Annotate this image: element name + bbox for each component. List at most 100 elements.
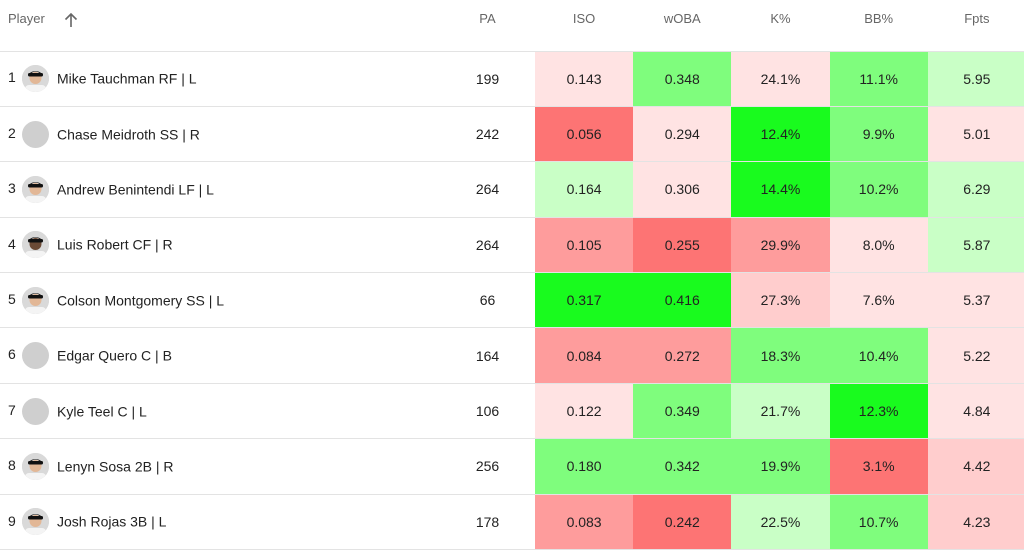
pa-cell: 264 (440, 217, 535, 274)
rank-number: 7 (8, 401, 16, 418)
pa-cell: 256 (440, 438, 535, 495)
player-cell[interactable]: 8 Lenyn Sosa 2B | R (0, 438, 440, 495)
bb-cell: 3.1% (829, 438, 928, 495)
fpts-cell: 5.95 (927, 51, 1024, 107)
iso-cell: 0.084 (535, 327, 634, 384)
woba-cell: 0.349 (633, 383, 732, 440)
player-cell[interactable]: 1 Mike Tauchman RF | L (0, 51, 440, 107)
iso-cell: 0.317 (535, 272, 634, 329)
player-headshot-icon (22, 231, 49, 259)
bb-cell: 12.3% (829, 383, 928, 440)
k-cell: 22.5% (731, 494, 830, 550)
player-cell[interactable]: 5 Colson Montgomery SS | L (0, 272, 440, 329)
rank-number: 2 (8, 124, 16, 141)
pa-cell: 66 (440, 272, 535, 329)
k-cell: 18.3% (731, 327, 830, 384)
player-name[interactable]: Luis Robert CF | R (57, 236, 173, 253)
column-header-pa[interactable]: PA (440, 0, 535, 52)
player-cell[interactable]: 7 Kyle Teel C | L (0, 383, 440, 440)
iso-cell: 0.164 (535, 161, 634, 218)
column-header-iso[interactable]: ISO (535, 0, 634, 52)
table-row[interactable]: 2 Chase Meidroth SS | R 242 0.056 0.294 12.4%… (0, 106, 1024, 163)
fpts-cell: 5.01 (927, 106, 1024, 163)
woba-cell: 0.348 (633, 51, 732, 107)
player-cell[interactable]: 4 Luis Robert CF | R (0, 217, 440, 274)
column-header-bb[interactable]: BB% (829, 0, 928, 52)
bb-cell: 9.9% (829, 106, 928, 163)
bb-cell: 10.7% (829, 494, 928, 550)
player-name[interactable]: Andrew Benintendi LF | L (57, 181, 214, 198)
iso-cell: 0.180 (535, 438, 634, 495)
player-cell[interactable]: 3 Andrew Benintendi LF | L (0, 161, 440, 218)
column-header-player[interactable]: Player (0, 0, 440, 52)
pa-cell: 164 (440, 327, 535, 384)
rank-number: 5 (8, 290, 16, 307)
k-cell: 21.7% (731, 383, 830, 440)
fpts-cell: 4.84 (927, 383, 1024, 440)
player-cell[interactable]: 9 Josh Rojas 3B | L (0, 494, 440, 550)
column-header-woba[interactable]: wOBA (633, 0, 732, 52)
player-cell[interactable]: 2 Chase Meidroth SS | R (0, 106, 440, 163)
pa-cell: 264 (440, 161, 535, 218)
player-name[interactable]: Chase Meidroth SS | R (57, 126, 200, 143)
k-cell: 24.1% (731, 51, 830, 107)
fpts-cell: 4.42 (927, 438, 1024, 495)
table-row[interactable]: 3 Andrew Benintendi LF | L 264 0.164 0.306 14… (0, 161, 1024, 218)
woba-cell: 0.306 (633, 161, 732, 218)
table-row[interactable]: 1 Mike Tauchman RF | L 199 0.143 0.348 24.1% 1… (0, 51, 1024, 107)
avatar-placeholder-icon (22, 397, 49, 425)
pa-cell: 199 (440, 51, 535, 107)
fpts-cell: 5.22 (927, 327, 1024, 384)
fpts-cell: 5.87 (927, 217, 1024, 274)
player-name[interactable]: Mike Tauchman RF | L (57, 70, 197, 87)
avatar-placeholder-icon (22, 342, 49, 370)
player-headshot-icon (22, 175, 49, 203)
woba-cell: 0.416 (633, 272, 732, 329)
rank-number: 9 (8, 512, 16, 529)
pa-cell: 106 (440, 383, 535, 440)
iso-cell: 0.105 (535, 217, 634, 274)
column-header-k[interactable]: K% (731, 0, 830, 52)
player-headshot-icon (22, 65, 49, 93)
table-row[interactable]: 7 Kyle Teel C | L 106 0.122 0.349 21.7% 12.3% 4… (0, 383, 1024, 440)
player-headshot-icon (22, 452, 49, 480)
k-cell: 19.9% (731, 438, 830, 495)
pa-cell: 178 (440, 494, 535, 550)
bb-cell: 8.0% (829, 217, 928, 274)
player-name[interactable]: Lenyn Sosa 2B | R (57, 458, 174, 475)
table-row[interactable]: 6 Edgar Quero C | B 164 0.084 0.272 18.3% 10.4… (0, 327, 1024, 384)
table-row[interactable]: 5 Colson Montgomery SS | L 66 0.317 0.416 27.… (0, 272, 1024, 329)
table-body: 1 Mike Tauchman RF | L 199 0.143 0.348 24.1% 1… (0, 51, 1024, 550)
k-cell: 14.4% (731, 161, 830, 218)
sort-ascending-icon[interactable] (64, 12, 78, 31)
player-headshot-icon (22, 286, 49, 314)
table-row[interactable]: 9 Josh Rojas 3B | L 178 0.083 0.242 22.5% 10.7… (0, 494, 1024, 550)
fpts-cell: 6.29 (927, 161, 1024, 218)
rank-number: 6 (8, 346, 16, 363)
column-header-player-label: Player (8, 11, 45, 26)
player-name[interactable]: Edgar Quero C | B (57, 347, 172, 364)
header-row: Player PA ISO wOBA K% BB% Fpts (0, 0, 1024, 52)
rank-number: 8 (8, 457, 16, 474)
woba-cell: 0.294 (633, 106, 732, 163)
iso-cell: 0.083 (535, 494, 634, 550)
avatar-placeholder-icon (22, 120, 49, 148)
table-row[interactable]: 4 Luis Robert CF | R 264 0.105 0.255 29.9% 8.0… (0, 217, 1024, 274)
woba-cell: 0.272 (633, 327, 732, 384)
column-header-fpts[interactable]: Fpts (927, 0, 1024, 52)
rank-number: 1 (8, 69, 16, 86)
table-row[interactable]: 8 Lenyn Sosa 2B | R 256 0.180 0.342 19.9% 3.1%… (0, 438, 1024, 495)
k-cell: 12.4% (731, 106, 830, 163)
rank-number: 4 (8, 235, 16, 252)
player-name[interactable]: Josh Rojas 3B | L (57, 513, 167, 530)
bb-cell: 7.6% (829, 272, 928, 329)
rank-number: 3 (8, 180, 16, 197)
player-name[interactable]: Colson Montgomery SS | L (57, 292, 225, 309)
bb-cell: 10.2% (829, 161, 928, 218)
pa-cell: 242 (440, 106, 535, 163)
player-cell[interactable]: 6 Edgar Quero C | B (0, 327, 440, 384)
player-name[interactable]: Kyle Teel C | L (57, 403, 147, 420)
iso-cell: 0.143 (535, 51, 634, 107)
bb-cell: 11.1% (829, 51, 928, 107)
iso-cell: 0.056 (535, 106, 634, 163)
